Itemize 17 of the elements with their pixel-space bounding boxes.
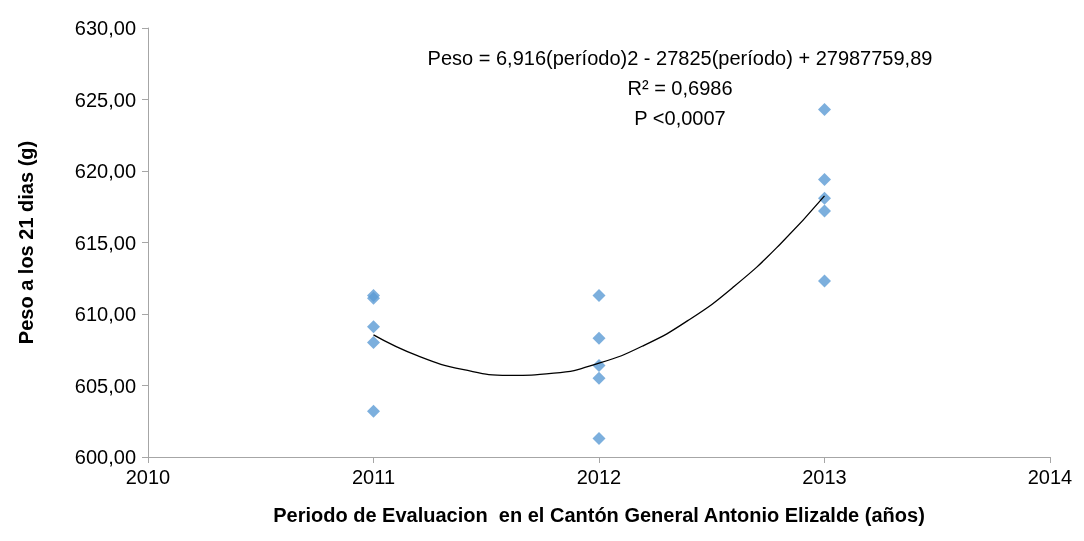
y-tick-label: 605,00: [74, 374, 136, 397]
y-tick-label: 625,00: [74, 88, 136, 111]
annotation: R² = 0,6986: [627, 77, 733, 99]
y-tick-label: 615,00: [74, 231, 136, 254]
x-tick-label: 2014: [1027, 466, 1073, 488]
y-tick-label: 600,00: [74, 446, 136, 468]
x-axis-title: Periodo de Evaluacion en el Cantón General Antonio Elizalde (años): [273, 504, 925, 526]
y-tick-label: 630,00: [74, 17, 136, 39]
x-tick-label: 2011: [351, 466, 396, 488]
x-tick-label: 2012: [576, 466, 622, 488]
x-tick-label: 2010: [125, 466, 171, 488]
x-tick-label: 2013: [802, 466, 847, 488]
annotation: P <0,0007: [634, 107, 726, 129]
y-tick-label: 620,00: [74, 160, 136, 182]
y-axis-title: Peso a los 21 dias (g): [15, 140, 37, 345]
annotation: Peso = 6,916(período)2 - 27825(período) + 27987759,89: [427, 47, 933, 69]
y-tick-label: 610,00: [74, 303, 136, 325]
